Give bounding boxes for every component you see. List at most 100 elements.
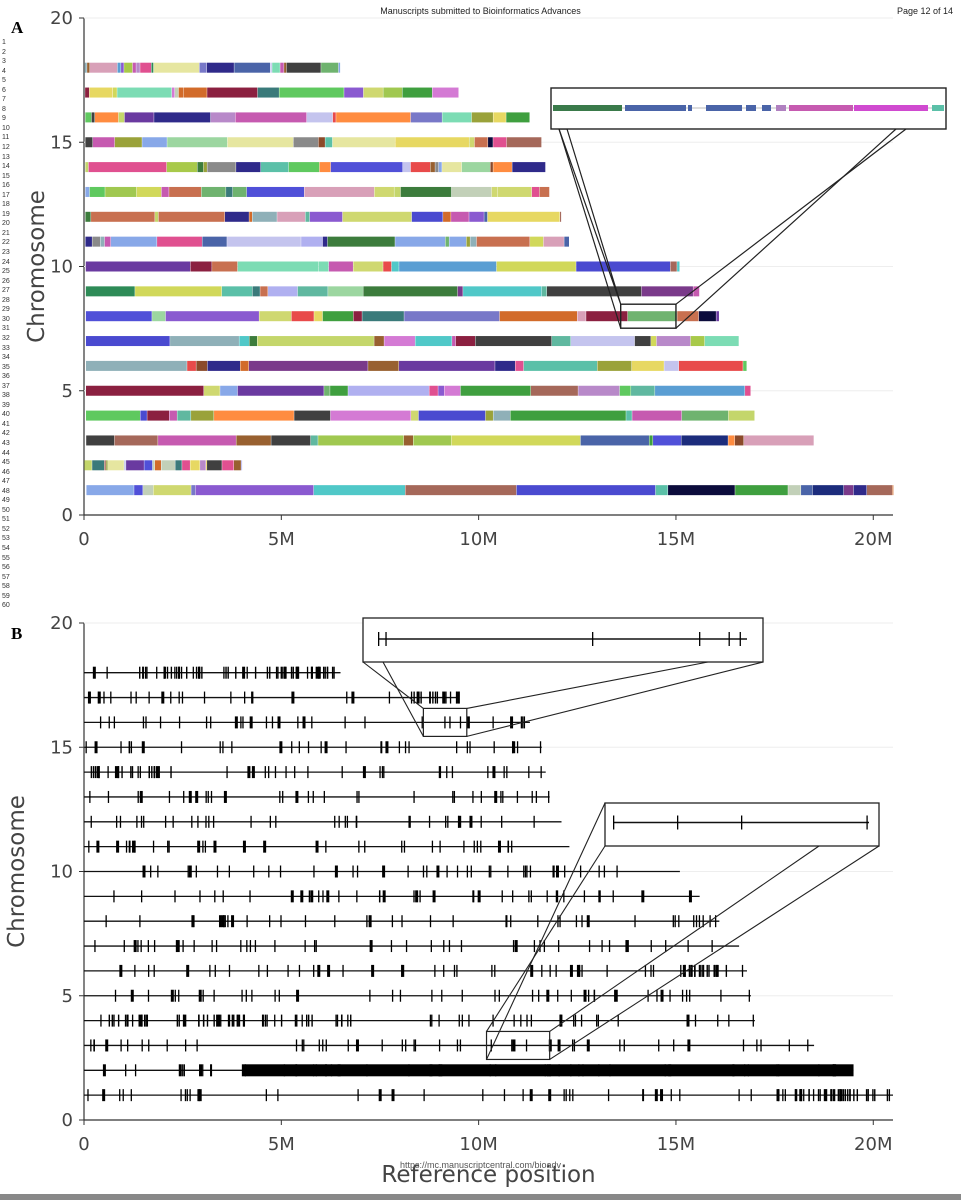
variant-marker <box>460 940 463 953</box>
chromosome-track <box>84 716 530 729</box>
variant-marker <box>335 1014 337 1027</box>
inset-synteny-block <box>776 105 786 111</box>
header-journal: Manuscripts submitted to Bioinformatics … <box>380 6 581 16</box>
variant-marker <box>782 1089 784 1102</box>
synteny-block <box>201 186 226 197</box>
variant-marker <box>108 1014 111 1027</box>
variant-marker <box>582 1064 584 1077</box>
variant-marker <box>669 989 671 1002</box>
variant-marker <box>420 691 422 704</box>
y-tick-label: 15 <box>50 132 73 153</box>
synteny-block <box>140 410 147 421</box>
variant-marker <box>121 766 123 779</box>
variant-marker <box>113 1014 115 1027</box>
variant-marker <box>242 666 246 679</box>
variant-marker <box>140 940 142 953</box>
variant-marker <box>580 1014 583 1027</box>
variant-marker <box>131 1014 134 1027</box>
variant-marker <box>227 1014 230 1027</box>
variant-marker <box>583 989 587 1002</box>
variant-marker <box>145 716 147 729</box>
variant-marker <box>251 989 253 1002</box>
variant-marker <box>714 915 717 928</box>
variant-marker <box>301 1014 303 1027</box>
variant-marker <box>148 691 150 704</box>
variant-marker <box>211 940 213 953</box>
variant-marker <box>597 1014 599 1027</box>
x-tick-label: 15M <box>657 1134 695 1155</box>
synteny-block <box>336 112 411 123</box>
variant-marker <box>523 865 525 878</box>
variant-marker <box>134 840 136 853</box>
variant-marker <box>231 915 235 928</box>
variant-marker <box>254 666 257 679</box>
synteny-block <box>410 112 442 123</box>
variant-marker <box>398 741 401 754</box>
variant-marker <box>456 865 459 878</box>
synteny-block <box>475 336 552 347</box>
variant-marker <box>193 940 195 953</box>
synteny-block <box>246 186 305 197</box>
variant-marker <box>688 964 691 977</box>
variant-marker <box>170 691 172 704</box>
synteny-block <box>104 236 111 247</box>
variant-marker <box>148 1039 150 1052</box>
synteny-block <box>678 360 743 371</box>
variant-marker <box>338 890 340 903</box>
synteny-block <box>530 236 544 247</box>
variant-marker <box>130 1089 132 1102</box>
variant-marker <box>429 691 431 704</box>
variant-marker <box>571 1039 574 1052</box>
line-number: 23 <box>2 249 10 257</box>
synteny-block <box>395 137 469 148</box>
variant-marker <box>466 865 469 878</box>
synteny-block <box>430 162 435 173</box>
variant-marker <box>127 1014 129 1027</box>
variant-marker <box>298 741 300 754</box>
line-number: 46 <box>2 468 10 476</box>
variant-marker <box>253 865 255 878</box>
synteny-block <box>94 112 119 123</box>
synteny-block <box>178 87 184 98</box>
variant-marker <box>297 716 299 729</box>
synteny-block <box>631 385 655 396</box>
variant-marker <box>178 1064 182 1077</box>
variant-marker <box>158 766 160 779</box>
variant-marker <box>413 691 415 704</box>
synteny-block <box>471 112 493 123</box>
variant-marker <box>694 1014 697 1027</box>
synteny-block <box>121 62 124 73</box>
variant-marker <box>322 666 325 679</box>
variant-marker <box>334 815 336 828</box>
zoom-connector <box>486 802 606 1060</box>
variant-marker <box>303 1039 305 1052</box>
variant-marker <box>606 964 608 977</box>
variant-marker <box>492 766 496 779</box>
variant-marker <box>137 940 139 953</box>
synteny-block <box>597 360 632 371</box>
variant-marker <box>266 964 269 977</box>
variant-marker <box>874 1089 876 1102</box>
synteny-block <box>353 311 362 322</box>
line-number: 34 <box>2 354 10 362</box>
synteny-block <box>224 211 249 222</box>
variant-marker <box>413 790 415 803</box>
line-number: 30 <box>2 315 10 323</box>
synteny-block <box>332 137 395 148</box>
variant-marker <box>145 1014 147 1027</box>
variant-marker <box>167 840 169 853</box>
variant-marker <box>423 1089 425 1102</box>
line-number: 18 <box>2 201 10 209</box>
variant-marker <box>222 741 224 754</box>
synteny-block <box>677 261 680 272</box>
synteny-block <box>451 186 492 197</box>
line-number: 48 <box>2 487 10 495</box>
variant-marker <box>380 741 382 754</box>
variant-marker <box>317 964 321 977</box>
variant-marker <box>356 865 359 878</box>
synteny-block <box>175 460 182 471</box>
variant-marker <box>466 716 470 729</box>
variant-marker <box>865 1089 868 1102</box>
variant-marker <box>539 741 542 754</box>
variant-marker <box>147 940 149 953</box>
